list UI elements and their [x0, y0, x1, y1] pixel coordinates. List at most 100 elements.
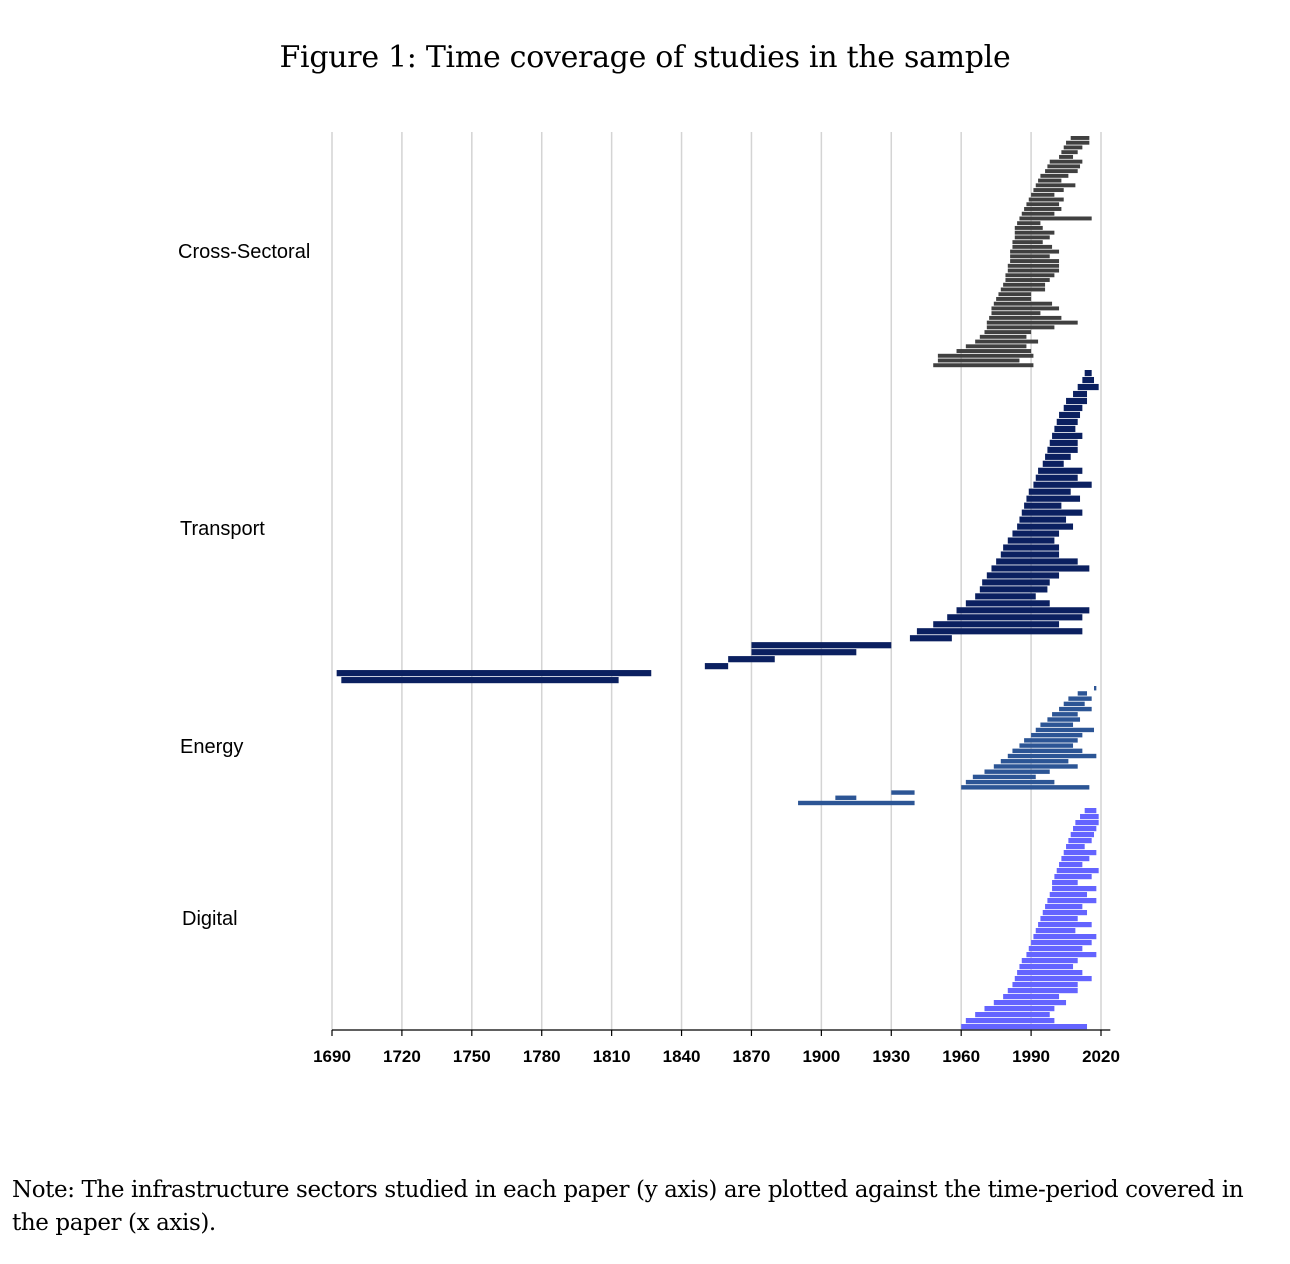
cross-sectoral-bar-47: [937, 353, 1034, 358]
tick-label-1900: 1900: [802, 1047, 840, 1066]
coverage-bars: [336, 136, 1099, 1030]
cross-sectoral-bar-6: [1049, 159, 1083, 164]
cross-sectoral-bar-44: [975, 339, 1039, 344]
transport-bar-9: [1054, 425, 1076, 432]
transport-bar-24: [1012, 530, 1060, 537]
transport-bar-12: [1047, 446, 1078, 453]
cross-sectoral-bar-33: [1000, 287, 1046, 292]
sector-label-cross-sectoral: Cross-Sectoral: [178, 241, 310, 263]
transport-bar-37: [933, 621, 1060, 628]
transport-bar-4: [1073, 390, 1088, 398]
digital-bar-9: [1061, 856, 1090, 862]
tick-label-1960: 1960: [942, 1047, 980, 1066]
digital-bar-37: [961, 1024, 1088, 1030]
transport-bar-5: [1066, 397, 1088, 405]
digital-bar-5: [1070, 832, 1095, 838]
cross-sectoral-bar-4: [1061, 150, 1078, 155]
cross-sectoral-bar-1: [1070, 136, 1090, 140]
cross-sectoral-bar-43: [979, 334, 1027, 339]
tick-label-1720: 1720: [383, 1047, 421, 1066]
energy-bar-3: [1068, 696, 1092, 701]
energy-bar-20: [961, 785, 1090, 790]
digital-bar-10: [1059, 862, 1083, 868]
digital-bar-35: [975, 1012, 1050, 1018]
energy-bar-22: [835, 795, 857, 800]
transport-bar-28: [996, 558, 1078, 565]
transport-bar-19: [1026, 495, 1081, 502]
energy-bar-19: [965, 779, 1055, 785]
energy-bar-6: [1052, 712, 1078, 717]
cross-sectoral-bar-40: [986, 320, 1078, 325]
tick-label-1840: 1840: [663, 1047, 701, 1066]
tick-label-2020: 2020: [1082, 1047, 1120, 1066]
transport-bar-38: [916, 628, 1083, 635]
cross-sectoral-bar-48: [937, 358, 1020, 363]
cross-sectoral-bar-29: [1007, 268, 1060, 273]
transport-bar-30: [986, 572, 1060, 579]
cross-sectoral-bar-17: [1021, 211, 1055, 216]
cross-sectoral-bar-7: [1047, 164, 1081, 169]
transport-bar-34: [965, 600, 1050, 607]
digital-bar-12: [1054, 874, 1092, 880]
transport-bar-22: [1019, 516, 1067, 523]
cross-sectoral-bar-35: [996, 296, 1032, 301]
energy-bar-12: [1019, 743, 1074, 748]
cross-sectoral-bar-21: [1014, 230, 1055, 235]
cross-sectoral-bar-3: [1063, 145, 1083, 150]
tick-label-1690: 1690: [313, 1047, 351, 1066]
cross-sectoral-bar-20: [1014, 225, 1043, 230]
energy-bar-5: [1059, 706, 1092, 712]
cross-sectoral-bar-30: [1005, 273, 1055, 278]
transport-bar-25: [1007, 537, 1055, 544]
energy-bar-18: [972, 774, 1036, 780]
cross-sectoral-bar-41: [986, 325, 1055, 330]
transport-bar-17: [1033, 481, 1092, 488]
energy-bar-4: [1063, 701, 1085, 707]
cross-sectoral-bar-18: [1019, 216, 1092, 221]
cross-sectoral-bar-38: [991, 311, 1041, 316]
cross-sectoral-bar-10: [1038, 178, 1062, 183]
transport-bar-41: [751, 649, 857, 656]
transport-bar-21: [1021, 509, 1083, 516]
cross-sectoral-bar-5: [1059, 154, 1074, 159]
energy-bar-2: [1077, 691, 1088, 696]
digital-bar-33: [993, 1000, 1067, 1006]
digital-bar-3: [1075, 820, 1099, 826]
energy-bar-21: [891, 790, 915, 795]
cross-sectoral-bar-37: [991, 306, 1060, 311]
digital-bar-23: [1031, 940, 1092, 946]
cross-sectoral-bar-42: [984, 330, 1032, 335]
cross-sectoral-bar-45: [965, 344, 1027, 349]
transport-bar-15: [1038, 467, 1083, 474]
digital-bar-4: [1073, 826, 1097, 832]
time-coverage-chart: 1690 1720 1750 1780 1810 1840 1870 1900 1930 1960…: [178, 132, 1120, 1066]
cross-sectoral-bar-32: [1003, 282, 1046, 287]
digital-bar-25: [1026, 952, 1097, 958]
transport-bar-32: [979, 586, 1048, 593]
cross-sectoral-bar-22: [1014, 235, 1050, 240]
cross-sectoral-bar-26: [1010, 254, 1050, 259]
digital-bar-22: [1033, 934, 1097, 940]
cross-sectoral-bar-2: [1066, 140, 1090, 145]
cross-sectoral-bar-11: [1035, 183, 1076, 188]
cross-sectoral-bar-16: [1024, 207, 1062, 211]
cross-sectoral-bar-36: [993, 301, 1053, 306]
energy-bar-7: [1047, 717, 1081, 722]
transport-bar-26: [1003, 544, 1060, 551]
sector-label-digital: Digital: [182, 908, 238, 930]
digital-bar-24: [1028, 946, 1083, 952]
energy-bar-8: [1040, 722, 1074, 727]
transport-bar-8: [1056, 418, 1078, 426]
cross-sectoral-bar-23: [1012, 240, 1043, 245]
energy-bar-14: [1007, 753, 1097, 759]
digital-bar-18: [1042, 910, 1088, 916]
tick-label-1810: 1810: [593, 1047, 631, 1066]
transport-bar-29: [991, 565, 1090, 572]
digital-bar-32: [1003, 994, 1060, 1000]
cross-sectoral-bar-25: [1010, 249, 1060, 254]
sector-label-energy: Energy: [180, 736, 243, 758]
transport-bar-10: [1052, 432, 1083, 439]
cross-sectoral-bar-46: [956, 349, 1032, 353]
transport-bar-23: [1017, 523, 1074, 530]
transport-bar-43: [704, 663, 729, 670]
